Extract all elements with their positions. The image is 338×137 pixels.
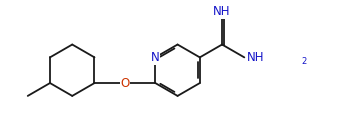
Text: NH: NH [213,5,231,18]
Text: N: N [151,51,160,64]
Text: NH: NH [247,51,264,64]
Text: 2: 2 [301,57,307,66]
Text: O: O [120,77,129,90]
